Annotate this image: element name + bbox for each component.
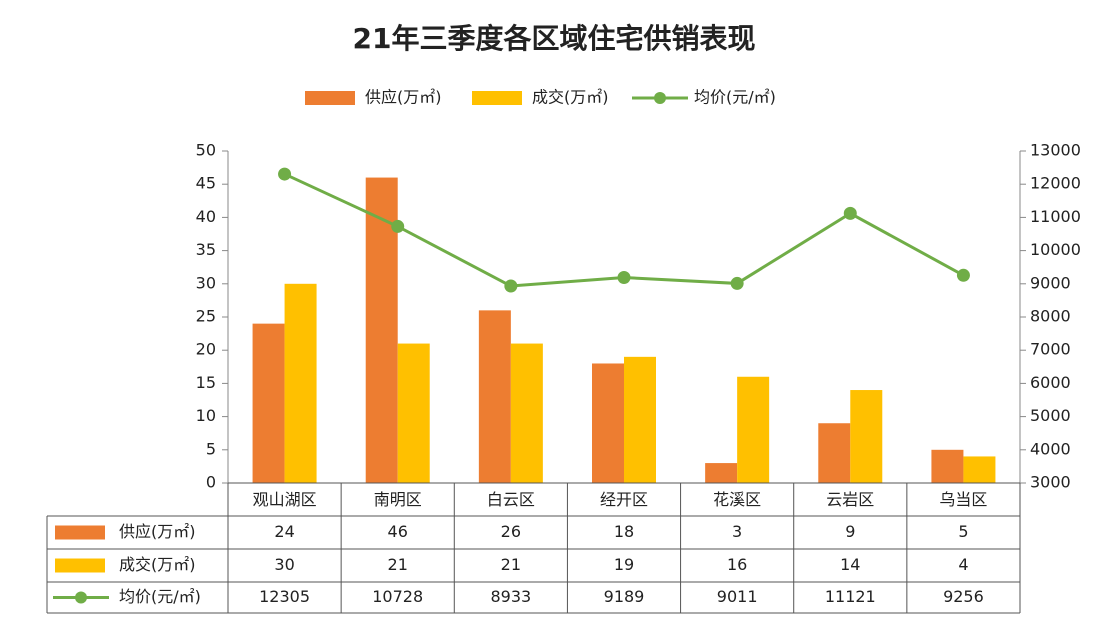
y2-tick-label: 8000 bbox=[1030, 307, 1071, 326]
y2-tick-label: 4000 bbox=[1030, 439, 1071, 458]
bar bbox=[284, 283, 317, 483]
table-cell: 9011 bbox=[717, 587, 758, 606]
bar bbox=[963, 456, 996, 483]
table-key-swatch bbox=[55, 525, 105, 540]
y2-tick-label: 10000 bbox=[1030, 240, 1081, 259]
bar bbox=[478, 310, 511, 483]
table-cell: 12305 bbox=[259, 587, 310, 606]
y-tick-label: 35 bbox=[196, 240, 216, 259]
table-cell: 21 bbox=[501, 555, 521, 574]
y-tick-label: 0 bbox=[206, 473, 216, 492]
bar bbox=[850, 390, 883, 483]
line-point bbox=[504, 279, 518, 293]
bar bbox=[818, 423, 851, 483]
y2-tick-label: 13000 bbox=[1030, 141, 1081, 160]
table-cell: 30 bbox=[274, 555, 294, 574]
bar bbox=[705, 463, 738, 483]
table-cell: 10728 bbox=[372, 587, 423, 606]
table-cell: 26 bbox=[501, 522, 521, 541]
table-cell: 18 bbox=[614, 522, 634, 541]
x-tick-label: 经开区 bbox=[600, 490, 648, 509]
y-tick-label: 30 bbox=[196, 273, 216, 292]
y2-tick-label: 7000 bbox=[1030, 340, 1071, 359]
line-point bbox=[843, 206, 857, 220]
y2-tick-label: 11000 bbox=[1030, 207, 1081, 226]
table-cell: 8933 bbox=[490, 587, 531, 606]
line-point bbox=[617, 271, 631, 285]
bar bbox=[624, 356, 656, 483]
table-cell: 16 bbox=[727, 555, 747, 574]
y-tick-label: 10 bbox=[196, 406, 216, 425]
y2-tick-label: 6000 bbox=[1030, 373, 1071, 392]
table-key-marker bbox=[75, 591, 87, 604]
bar bbox=[592, 363, 624, 483]
x-tick-label: 花溪区 bbox=[713, 490, 761, 509]
y-tick-label: 15 bbox=[196, 373, 216, 392]
y2-tick-label: 5000 bbox=[1030, 406, 1071, 425]
line-point bbox=[278, 167, 292, 181]
chart-title: 21年三季度各区域住宅供销表现 bbox=[353, 22, 756, 55]
line-point bbox=[391, 219, 405, 233]
table-cell: 5 bbox=[958, 522, 968, 541]
table-cell: 21 bbox=[388, 555, 408, 574]
y-tick-label: 45 bbox=[196, 174, 216, 193]
y-tick-label: 50 bbox=[196, 141, 216, 160]
bar bbox=[931, 449, 964, 483]
bar bbox=[252, 323, 285, 483]
legend-marker bbox=[654, 92, 666, 104]
table-cell: 24 bbox=[274, 522, 294, 541]
y-tick-label: 5 bbox=[206, 439, 216, 458]
table-cell: 9256 bbox=[943, 587, 984, 606]
legend-label: 成交(万㎡) bbox=[532, 88, 609, 107]
bar bbox=[510, 343, 543, 483]
legend-swatch bbox=[472, 91, 522, 105]
table-cell: 11121 bbox=[825, 587, 876, 606]
table-row-label: 均价(元/㎡) bbox=[119, 587, 201, 606]
x-tick-label: 白云区 bbox=[487, 490, 535, 509]
table-cell: 3 bbox=[732, 522, 742, 541]
y-tick-label: 40 bbox=[196, 207, 216, 226]
x-tick-label: 云岩区 bbox=[826, 490, 874, 509]
x-tick-label: 南明区 bbox=[374, 490, 422, 509]
line-point bbox=[730, 276, 744, 290]
table-cell: 19 bbox=[614, 555, 634, 574]
legend-swatch bbox=[305, 91, 355, 105]
legend-label: 供应(万㎡) bbox=[365, 88, 442, 107]
table-row-label: 供应(万㎡) bbox=[119, 522, 196, 541]
legend-label: 均价(元/㎡) bbox=[694, 88, 776, 107]
y-tick-label: 25 bbox=[196, 307, 216, 326]
y2-tick-label: 12000 bbox=[1030, 174, 1081, 193]
bar bbox=[737, 376, 770, 483]
table-cell: 4 bbox=[958, 555, 968, 574]
bar bbox=[397, 343, 430, 483]
table-row-label: 成交(万㎡) bbox=[119, 555, 196, 574]
y2-tick-label: 3000 bbox=[1030, 473, 1071, 492]
x-tick-label: 乌当区 bbox=[939, 490, 987, 509]
line-point bbox=[956, 268, 970, 282]
x-tick-label: 观山湖区 bbox=[253, 490, 317, 509]
table-key-swatch bbox=[55, 558, 105, 573]
table-cell: 9189 bbox=[604, 587, 645, 606]
table-cell: 9 bbox=[845, 522, 855, 541]
table-cell: 46 bbox=[388, 522, 408, 541]
y-tick-label: 20 bbox=[196, 340, 216, 359]
table-cell: 14 bbox=[840, 555, 860, 574]
y2-tick-label: 9000 bbox=[1030, 273, 1071, 292]
